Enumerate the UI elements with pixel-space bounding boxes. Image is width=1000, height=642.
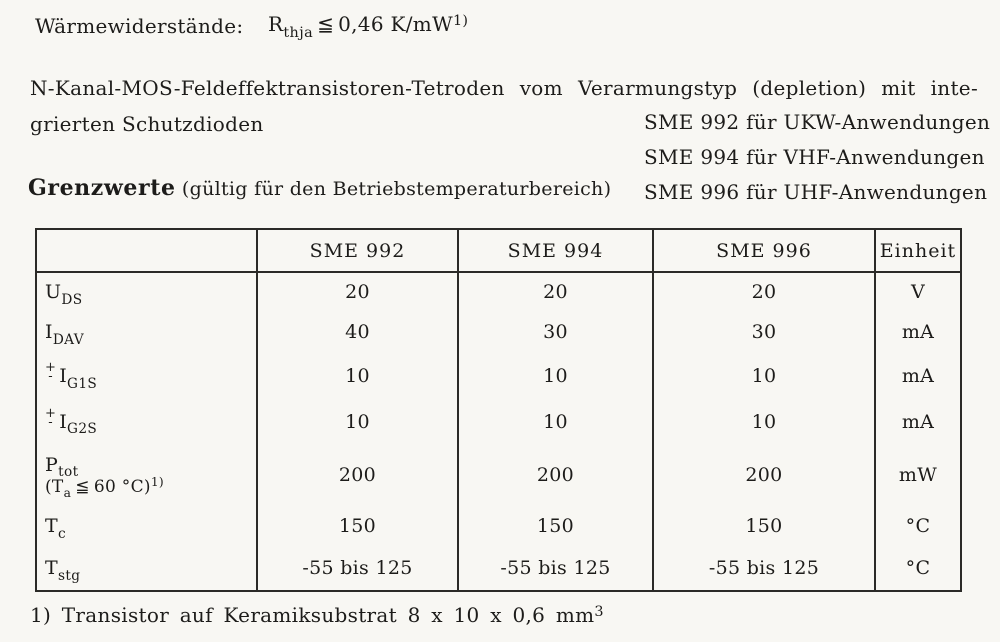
table-header-einheit-label: Einheit — [879, 239, 957, 262]
ig2s-value-sme994: 10 — [459, 399, 654, 444]
limits-heading: Grenzwerte (gültig für den Betriebstempe… — [28, 175, 611, 201]
ptot-unit: mW — [898, 464, 938, 486]
tc-value-sme996: 150 — [654, 506, 876, 546]
idav-symbol: I — [45, 321, 53, 343]
idav-value-sme996: 30 — [654, 311, 876, 353]
ig1s-unit: mA — [901, 365, 935, 387]
variant-sme-992: SME 992 für UKW-Anwendungen — [644, 110, 991, 134]
ig2s-value-sme996: 10 — [654, 399, 876, 444]
table-header-sme-996-label: SME 996 — [716, 239, 812, 262]
ptot-condition: (Ta ≦ 60 °C)1) — [45, 475, 164, 500]
idav-value-sme994: 30 — [459, 311, 654, 353]
uds-value-sme996: 20 — [654, 273, 876, 311]
row-tstg-label: Tstg — [37, 546, 258, 590]
variant-sme-994: SME 994 für VHF-Anwendungen — [644, 145, 985, 169]
uds-symbol: U — [45, 281, 62, 303]
tstg-value-sme994: -55 bis 125 — [459, 546, 654, 590]
row-ig2s-label: + - IG2S — [37, 399, 258, 444]
tc-subscript: c — [57, 525, 67, 542]
tstg-unit: °C — [905, 557, 931, 579]
ptot-subscript: tot — [58, 464, 79, 481]
thermal-resistance-formula: Rthja ≦ 0,46 K/mW1) — [268, 12, 469, 41]
thermal-resistance-label: Wärmewiderstände: — [35, 14, 244, 38]
tc-value-sme992: 150 — [258, 506, 459, 546]
table-header-parameter — [37, 230, 258, 273]
ig1s-value-sme992: 10 — [258, 353, 459, 399]
idav-subscript: DAV — [52, 331, 85, 348]
tc-unit: °C — [905, 515, 931, 537]
ptot-value-sme996: 200 — [654, 444, 876, 506]
r-symbol: R — [268, 12, 284, 36]
row-ig1s-label: + - IG1S — [37, 353, 258, 399]
thermal-value: 0,46 — [338, 12, 384, 36]
ig1s-symbol: I — [59, 365, 68, 387]
cond-unit: °C) — [121, 476, 151, 497]
footnote-superscript: 3 — [594, 603, 604, 620]
ig1s-subscript: G1S — [67, 375, 98, 392]
cond-open: (T — [45, 476, 64, 497]
limits-title: Grenzwerte — [28, 175, 176, 201]
intro-paragraph-line2: grierten Schutzdioden — [30, 112, 264, 136]
r-symbol-subscript: thja — [283, 25, 314, 42]
tstg-subscript: stg — [57, 567, 81, 584]
plus-minus-sign: + - — [45, 405, 57, 430]
table-header-sme-994: SME 994 — [459, 230, 654, 273]
ig1s-value-sme994: 10 — [459, 353, 654, 399]
row-tc-label: Tc — [37, 506, 258, 546]
footnote-text: 1) Transistor auf Keramiksubstrat 8 x 10… — [30, 603, 595, 627]
minus-sign: - — [48, 369, 53, 384]
table-header-sme-994-label: SME 994 — [507, 239, 604, 262]
uds-value-sme992: 20 — [258, 273, 459, 311]
ptot-value-sme994: 200 — [459, 444, 654, 506]
plus-sign: + — [45, 360, 57, 375]
ig2s-value-sme992: 10 — [258, 399, 459, 444]
idav-value-sme992: 40 — [258, 311, 459, 353]
footnote-keramiksubstrat: 1) Transistor auf Keramiksubstrat 8 x 10… — [30, 603, 604, 627]
table-header-sme-992-label: SME 992 — [309, 239, 406, 262]
table-header-sme-992: SME 992 — [258, 230, 459, 273]
plus-sign: + — [45, 405, 57, 421]
less-equal-sign: ≦ — [317, 12, 335, 36]
tc-symbol: T — [45, 515, 58, 537]
ig1s-value-sme996: 10 — [654, 353, 876, 399]
uds-unit: V — [910, 281, 926, 303]
thermal-footnote-ref: 1) — [452, 12, 469, 29]
ig2s-symbol: I — [59, 410, 68, 433]
variant-sme-996: SME 996 für UHF-Anwendungen — [644, 180, 988, 204]
thermal-unit: K/mW — [390, 12, 453, 36]
tstg-symbol: T — [45, 557, 58, 579]
ig2s-unit: mA — [901, 410, 935, 433]
plus-minus-sign: + - — [45, 360, 57, 384]
uds-value-sme994: 20 — [459, 273, 654, 311]
cond-less-equal-sign: ≦ — [75, 476, 90, 497]
row-idav-label: IDAV — [37, 311, 258, 353]
cond-value: 60 — [93, 476, 117, 497]
row-ptot-label: Ptot (Ta ≦ 60 °C)1) — [37, 444, 258, 506]
table-header-einheit: Einheit — [876, 230, 960, 273]
tc-value-sme994: 150 — [459, 506, 654, 546]
row-uds-label: UDS — [37, 273, 258, 311]
intro-paragraph-line1: N-Kanal-MOS-Feldeffektransistoren-Tetrod… — [30, 76, 978, 100]
ig2s-subscript: G2S — [67, 421, 98, 438]
ptot-value-sme992: 200 — [258, 444, 459, 506]
tstg-value-sme996: -55 bis 125 — [654, 546, 876, 590]
minus-sign: - — [48, 414, 53, 430]
idav-unit: mA — [901, 321, 935, 343]
tstg-value-sme992: -55 bis 125 — [258, 546, 459, 590]
cond-subscript: a — [63, 485, 72, 500]
cond-footnote-ref: 1) — [150, 475, 164, 490]
limits-table: SME 992 SME 994 SME 996 Einheit UDS 20 2… — [35, 228, 962, 592]
uds-subscript: DS — [61, 291, 83, 308]
ptot-symbol: P — [45, 453, 59, 476]
limits-subtitle: (gültig für den Betriebstemperaturbereic… — [181, 178, 612, 200]
table-header-sme-996: SME 996 — [654, 230, 876, 273]
